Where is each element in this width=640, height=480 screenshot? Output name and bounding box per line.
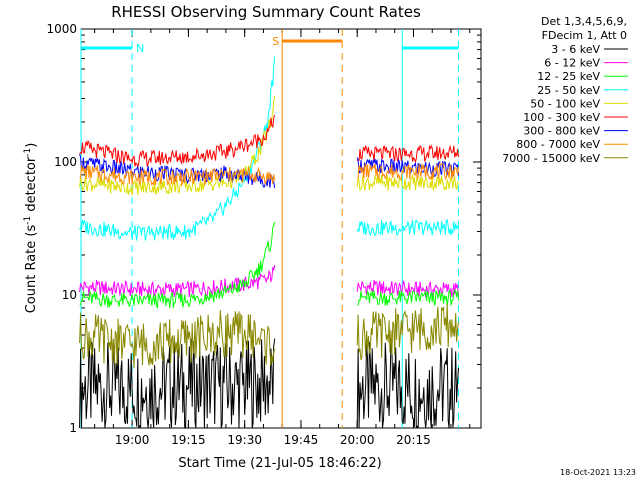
series-line-800-7000keV (357, 162, 459, 181)
series-line-100-300keV (356, 144, 459, 164)
series-line-12-25keV (356, 289, 459, 306)
legend-label: 12 - 25 keV (537, 70, 600, 83)
plot-area: NS (79, 28, 482, 429)
night-label: N (136, 42, 144, 55)
series-layer (79, 56, 459, 429)
x-tick-labels: 19:00 19:15 19:30 19:45 20:00 20:15 (115, 433, 431, 447)
legend-label: 25 - 50 keV (537, 84, 600, 97)
y-tick-label: 1000 (46, 22, 77, 36)
series-line-50-100keV (356, 173, 459, 192)
legend-label: 50 - 100 keV (530, 97, 600, 110)
x-tick-label: 20:15 (396, 433, 431, 447)
series-line-3-6keV (356, 341, 459, 429)
legend-header-line-2: FDecim 1, Att 0 (542, 29, 627, 42)
chart-title: RHESSI Observing Summary Count Rates (111, 3, 421, 21)
series-line-3-6keV (79, 338, 276, 429)
legend-label: 300 - 800 keV (523, 125, 600, 138)
axis-ticks (81, 29, 481, 429)
x-tick-label: 19:30 (227, 433, 262, 447)
series-line-12-25keV (79, 221, 276, 309)
legend: Det 1,3,4,5,6,9, FDecim 1, Att 0 3 - 6 k… (502, 15, 628, 165)
legend-label: 7000 - 15000 keV (502, 152, 600, 165)
series-line-25-50keV (356, 218, 459, 237)
legend-label: 100 - 300 keV (523, 111, 600, 124)
series-line-800-7000keV (79, 163, 276, 187)
legend-label: 6 - 12 keV (544, 57, 600, 70)
series-line-6-12keV (79, 264, 276, 298)
series-line-7000-15000keV (79, 309, 276, 369)
series-line-300-800keV (356, 157, 459, 177)
x-tick-label: 19:00 (115, 433, 150, 447)
y-tick-labels: 1 10 100 1000 (46, 22, 77, 435)
y-axis-label: Count Rate (s-1 detector-1) (23, 143, 39, 314)
footer-timestamp: 18-Oct-2021 13:23 (560, 468, 636, 477)
legend-label: 800 - 7000 keV (516, 138, 600, 151)
y-tick-label: 100 (54, 155, 77, 169)
x-tick-label: 19:45 (284, 433, 319, 447)
series-line-50-100keV (79, 96, 276, 196)
x-tick-label: 19:15 (171, 433, 206, 447)
x-axis-label: Start Time (21-Jul-05 18:46:22) (178, 456, 381, 471)
x-tick-label: 20:00 (340, 433, 375, 447)
series-line-7000-15000keV (356, 303, 459, 361)
series-line-100-300keV (79, 114, 276, 169)
y-tick-label: 10 (62, 288, 77, 302)
y-tick-label: 1 (69, 421, 77, 435)
legend-label: 3 - 6 keV (551, 43, 600, 56)
saa-label: S (272, 35, 279, 48)
legend-header-line-1: Det 1,3,4,5,6,9, (541, 15, 627, 28)
